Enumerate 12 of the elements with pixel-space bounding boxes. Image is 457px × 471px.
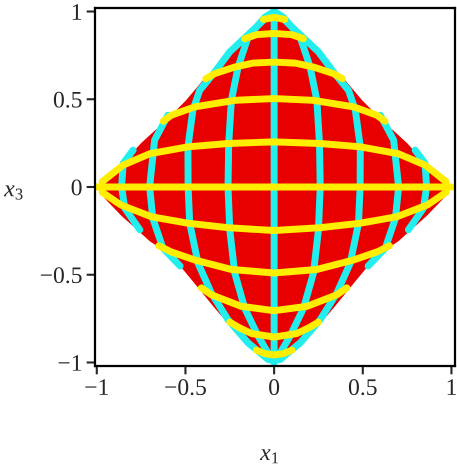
x-tick-label: 0.5 xyxy=(348,379,377,396)
y-tick-label: 1 xyxy=(72,4,82,20)
y-tick-label: −0.5 xyxy=(40,267,82,284)
x-tick-label: −1 xyxy=(85,379,108,395)
y-tick-label: 0.5 xyxy=(54,92,82,108)
y-tick-label: 0 xyxy=(72,179,82,196)
y-tick-label: −1 xyxy=(58,355,82,371)
x-tick-label: 1 xyxy=(448,379,456,395)
x-tick-label: 0 xyxy=(269,379,280,396)
y-axis-title: x$_{3}$ xyxy=(4,185,22,200)
x-tick-label: −0.5 xyxy=(165,379,206,396)
x-axis-title: x$_{1}$ xyxy=(260,449,278,464)
